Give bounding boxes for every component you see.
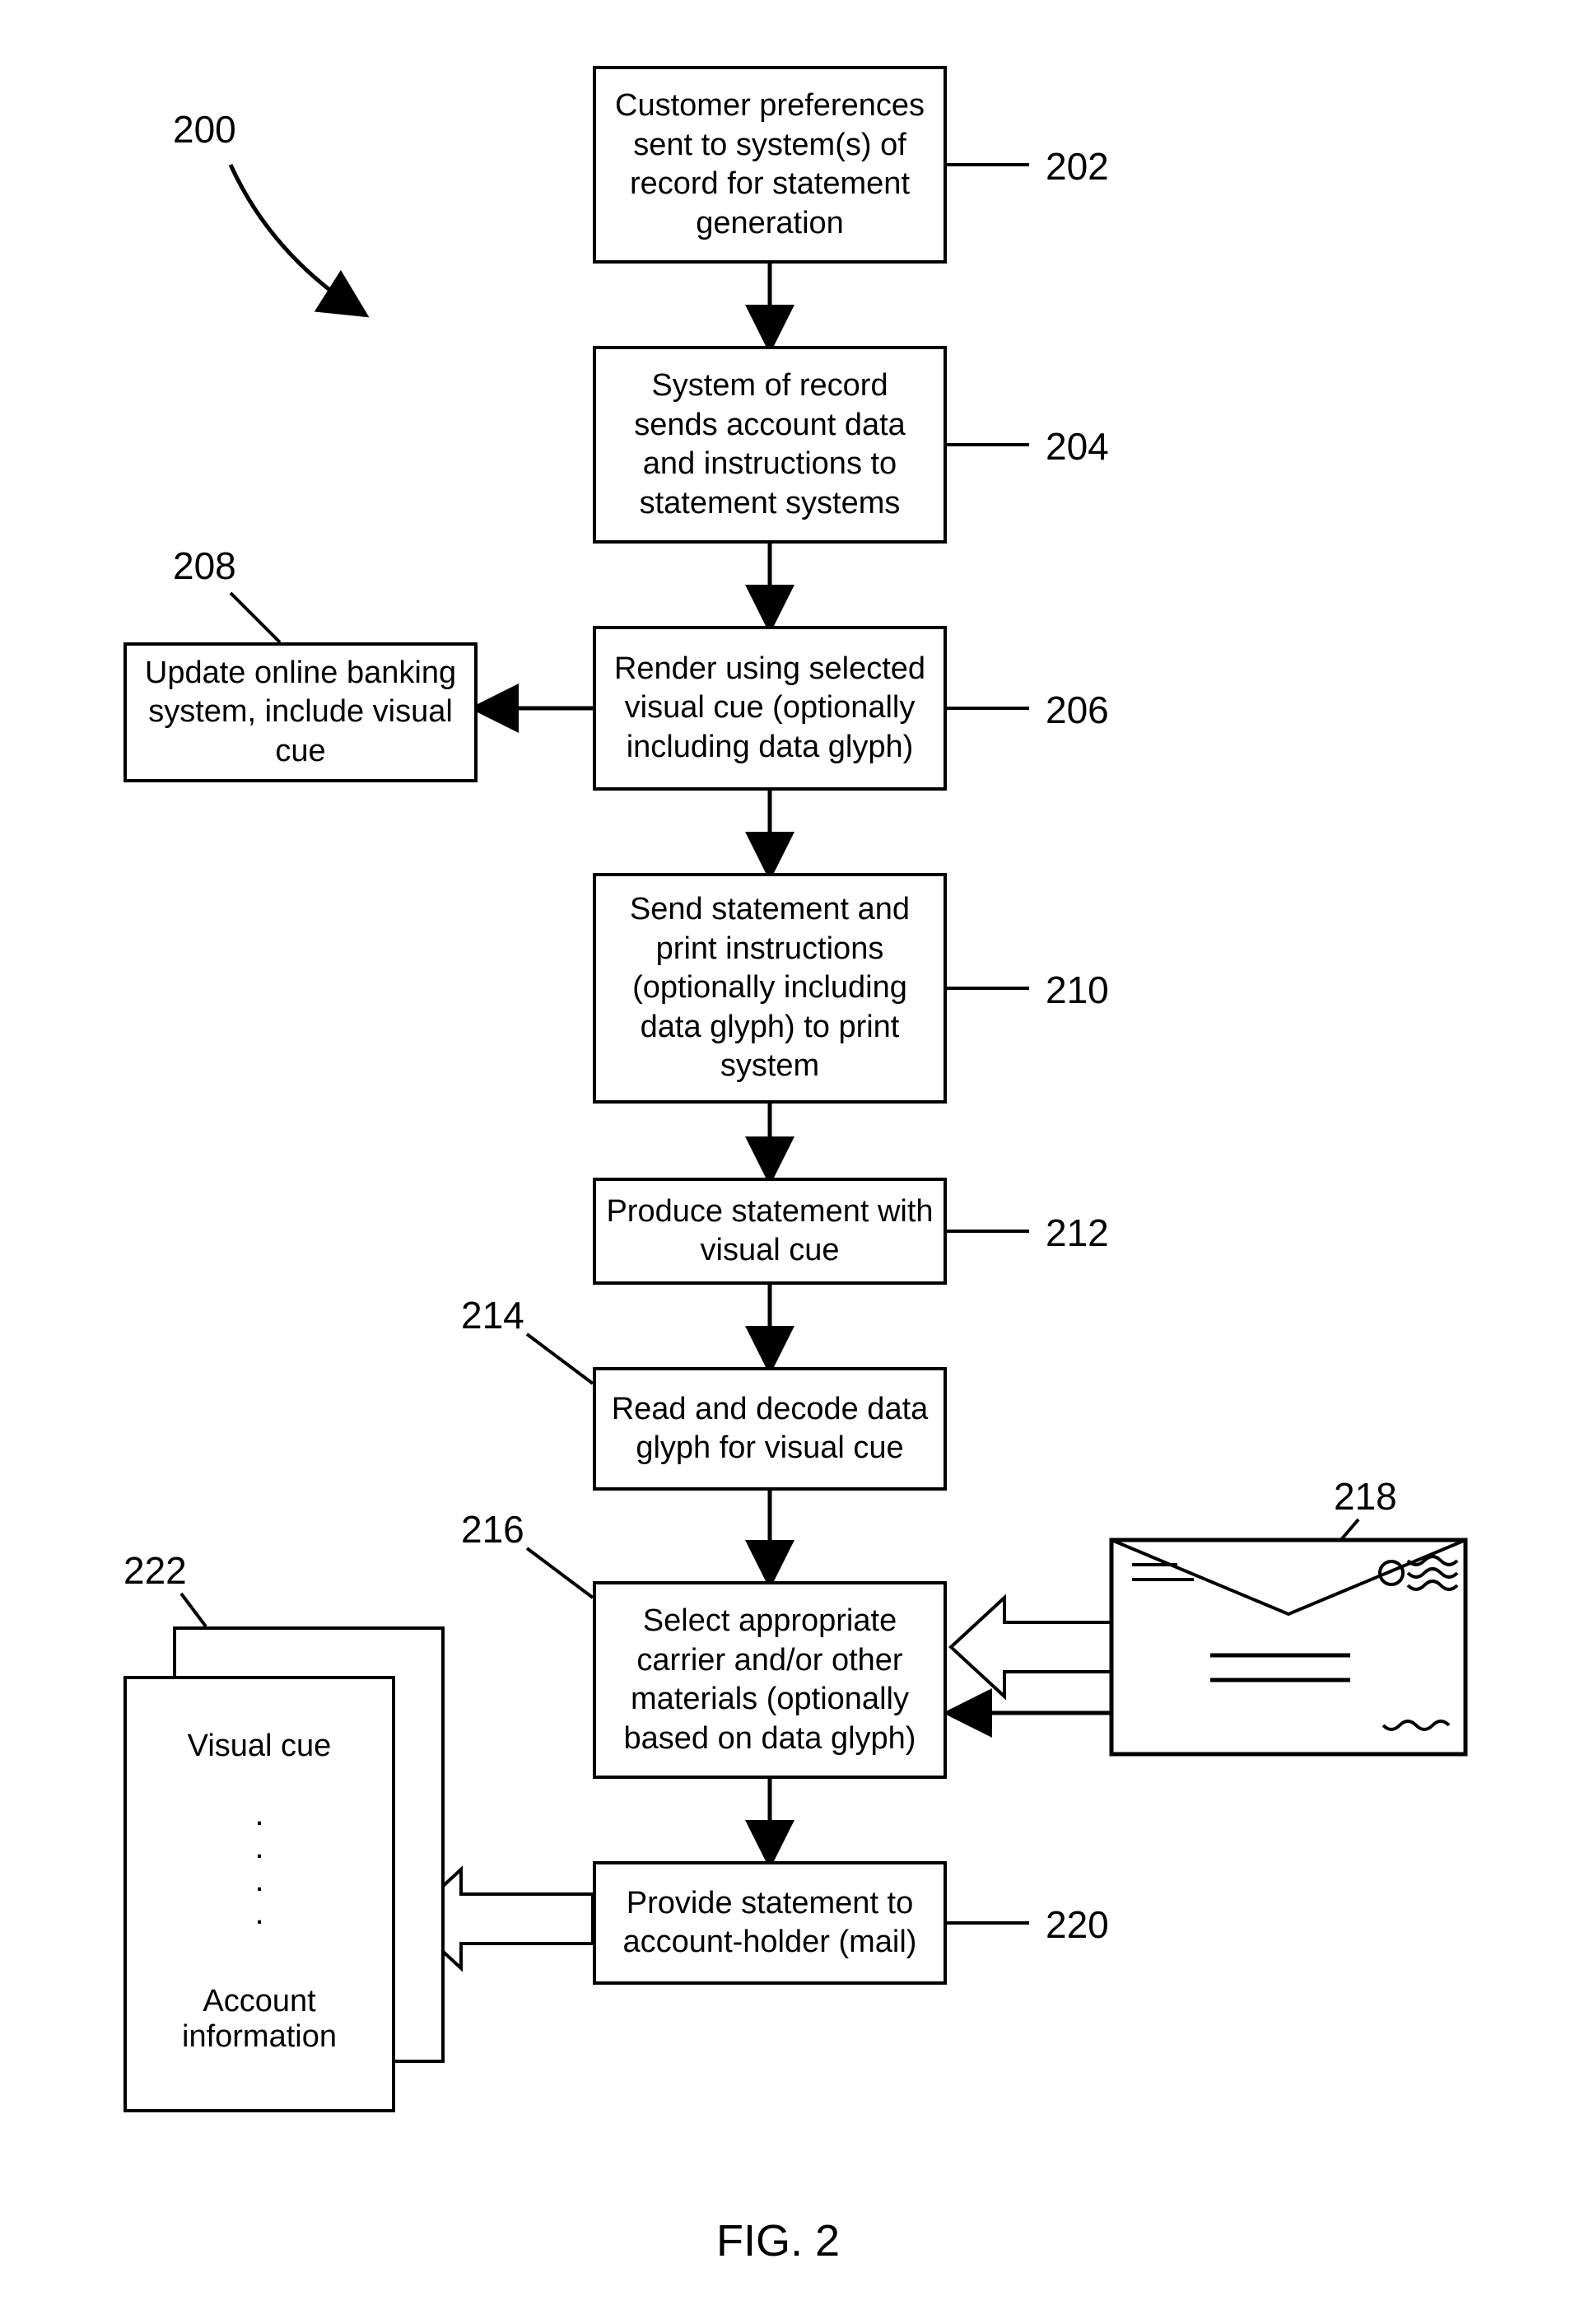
document-dot: . (127, 1902, 392, 1925)
envelope-icon (1111, 1540, 1465, 1754)
label-212: 212 (1046, 1211, 1109, 1255)
figure-label: FIG. 2 (716, 2215, 840, 2266)
box-202: Customer preferences sent to system(s) o… (593, 66, 947, 264)
box-216: Select appropriate carrier and/or other … (593, 1581, 947, 1779)
box-210: Send statement and print instructions (o… (593, 873, 947, 1104)
document-bottom-text: Account information (127, 1984, 392, 2055)
label-220: 220 (1046, 1902, 1109, 1947)
flowchart-canvas: 200 Customer preferences sent to system(… (0, 0, 1575, 2324)
box-210-text: Send statement and print instructions (o… (606, 890, 934, 1086)
leader-222 (181, 1594, 206, 1626)
box-202-text: Customer preferences sent to system(s) o… (606, 86, 934, 243)
box-204: System of record sends account data and … (593, 346, 947, 544)
document-dot: . (127, 1836, 392, 1859)
box-212-text: Produce statement with visual cue (606, 1192, 934, 1271)
document-dot: . (127, 1803, 392, 1826)
label-202: 202 (1046, 144, 1109, 189)
document-dot: . (127, 1869, 392, 1892)
box-216-text: Select appropriate carrier and/or other … (606, 1602, 934, 1758)
document-front-page: Visual cue . . . . Account information (123, 1676, 395, 2112)
label-206: 206 (1046, 688, 1109, 732)
label-222: 222 (123, 1548, 187, 1593)
box-208-text: Update online banking system, include vi… (137, 654, 464, 772)
box-208: Update online banking system, include vi… (123, 642, 478, 782)
leader-218 (1334, 1519, 1358, 1548)
label-204: 204 (1046, 424, 1109, 469)
label-210: 210 (1046, 968, 1109, 1012)
document-top-text: Visual cue (127, 1729, 392, 1764)
figure-ref-label: 200 (173, 107, 236, 152)
box-206: Render using selected visual cue (option… (593, 626, 947, 791)
box-204-text: System of record sends account data and … (606, 366, 934, 523)
box-214-text: Read and decode data glyph for visual cu… (606, 1390, 934, 1468)
box-206-text: Render using selected visual cue (option… (606, 650, 934, 768)
label-214: 214 (461, 1293, 524, 1337)
leader-214 (527, 1334, 593, 1384)
box-220-text: Provide statement to account-holder (mai… (606, 1884, 934, 1962)
label-216: 216 (461, 1507, 524, 1552)
leader-216 (527, 1548, 593, 1598)
ref-arrow-200 (231, 165, 362, 313)
box-220: Provide statement to account-holder (mai… (593, 1861, 947, 1985)
leader-208 (231, 593, 280, 642)
block-arrow-218-216 (951, 1598, 1111, 1696)
box-214: Read and decode data glyph for visual cu… (593, 1367, 947, 1491)
label-218: 218 (1334, 1474, 1397, 1519)
label-208: 208 (173, 544, 236, 588)
box-212: Produce statement with visual cue (593, 1178, 947, 1285)
